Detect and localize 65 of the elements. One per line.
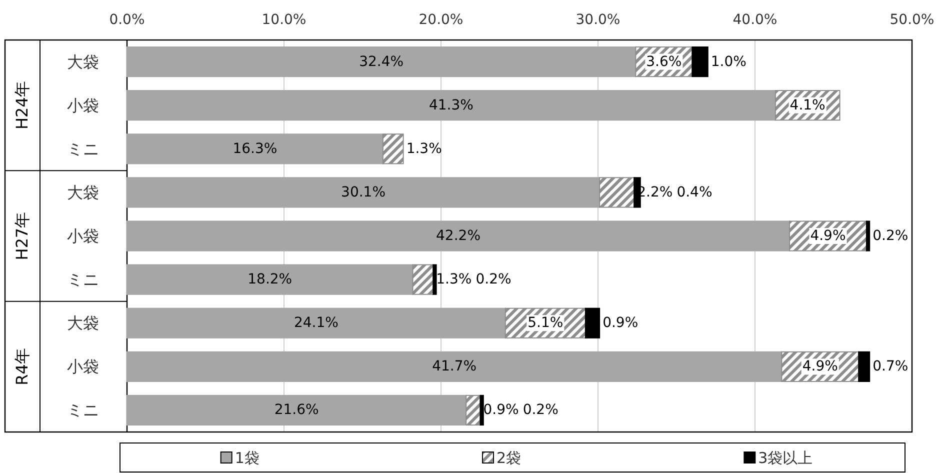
x-tick-label: 20.0% xyxy=(418,12,464,28)
y-tick-label: ミニ xyxy=(67,270,99,290)
data-label: 0.2% xyxy=(476,272,512,288)
data-label: 4.1% xyxy=(790,97,826,114)
data-label: 5.1% xyxy=(528,315,564,332)
legend-label: 3袋以上 xyxy=(758,449,813,467)
bar xyxy=(692,46,708,78)
y-tick-label: 小袋 xyxy=(67,96,99,115)
data-label: 0.7% xyxy=(872,358,908,375)
data-label: 18.2% xyxy=(248,272,292,288)
data-label: 32.4% xyxy=(359,54,404,70)
data-label: 1.3% xyxy=(436,272,472,288)
data-label: 1.0% xyxy=(710,54,746,70)
bar xyxy=(126,220,790,252)
x-tick-label: 30.0% xyxy=(576,12,620,28)
bar xyxy=(126,394,467,426)
y-tick-label: 大袋 xyxy=(67,182,99,202)
y-tick-label: ミニ xyxy=(67,139,99,158)
bar xyxy=(126,351,782,382)
x-tick-label: 50.0% xyxy=(890,12,934,28)
bar xyxy=(126,46,636,78)
bar xyxy=(466,394,481,426)
y-tick-label: 大袋 xyxy=(67,52,99,72)
bar xyxy=(126,90,776,121)
data-label: 0.9% xyxy=(602,315,638,332)
y-tick-label: ミニ xyxy=(67,400,99,420)
x-tick-label: 10.0% xyxy=(262,12,306,28)
x-tick-label: 0.0% xyxy=(109,12,145,28)
data-label: 4.9% xyxy=(810,228,846,244)
data-label: 30.1% xyxy=(341,184,386,200)
data-label: 0.4% xyxy=(676,184,712,200)
x-tick-label: 40.0% xyxy=(732,12,778,28)
bar xyxy=(858,351,870,382)
bar xyxy=(126,134,384,164)
text: H24年 xyxy=(12,81,32,130)
bar xyxy=(866,220,870,252)
bar xyxy=(599,177,635,208)
data-label: 0.9% xyxy=(483,402,519,418)
y-tick-label: 小袋 xyxy=(67,357,99,376)
data-label: 16.3% xyxy=(232,140,278,157)
bar xyxy=(382,134,404,164)
bar xyxy=(126,264,414,295)
data-label: 21.6% xyxy=(274,402,319,418)
bar xyxy=(126,308,506,338)
legend-label: 1袋 xyxy=(234,449,260,467)
bar xyxy=(412,264,434,295)
data-label: 42.2% xyxy=(436,228,481,244)
data-label: 0.2% xyxy=(522,402,558,418)
bar xyxy=(634,177,641,208)
data-label: 41.3% xyxy=(428,97,474,114)
data-label: 1.3% xyxy=(406,140,442,157)
y-tick-label: 大袋 xyxy=(67,314,99,333)
data-label: 0.2% xyxy=(872,228,908,244)
data-label: 24.1% xyxy=(294,315,338,332)
y-tick-label: 小袋 xyxy=(67,226,99,246)
bar xyxy=(584,308,600,338)
bar xyxy=(432,264,437,295)
data-label: 41.7% xyxy=(432,358,477,375)
bar xyxy=(480,394,484,426)
text: H27年 xyxy=(12,212,32,260)
legend-label: 2袋 xyxy=(496,449,522,467)
bar xyxy=(126,177,600,208)
data-label: 3.6% xyxy=(646,54,682,70)
data-label: 4.9% xyxy=(802,358,838,375)
text: R4年 xyxy=(12,348,32,386)
